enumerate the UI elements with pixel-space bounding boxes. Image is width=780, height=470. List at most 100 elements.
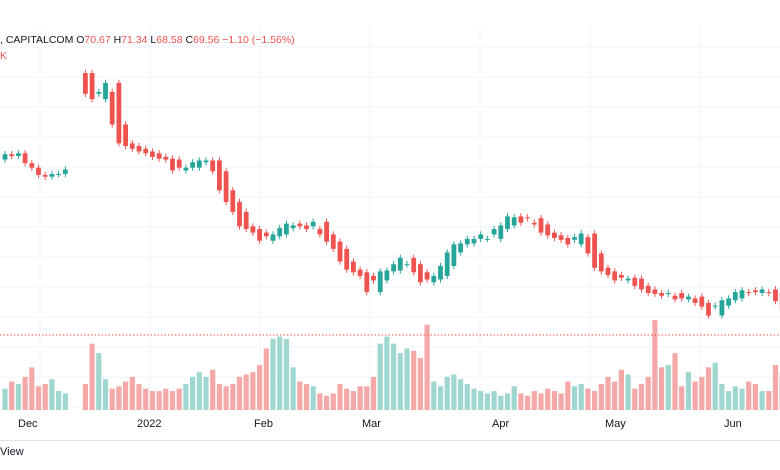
- candle-body: [116, 82, 122, 144]
- candle-body: [665, 293, 671, 295]
- candle-body: [759, 289, 765, 294]
- candle-body: [491, 229, 497, 235]
- x-axis-tick-label: Apr: [492, 418, 509, 430]
- volume-bar: [759, 391, 765, 410]
- candle-body: [719, 300, 725, 316]
- volume-bar: [216, 383, 222, 410]
- candle-body: [773, 289, 778, 302]
- candle-body: [471, 238, 477, 244]
- volume-bar: [752, 383, 758, 410]
- volume-bar: [163, 388, 169, 410]
- volume-bar: [618, 369, 624, 410]
- candle-body: [324, 221, 329, 242]
- volume-bar: [464, 383, 470, 410]
- candle-body: [485, 238, 490, 240]
- candle-body: [538, 218, 544, 233]
- candle-body: [36, 167, 41, 175]
- candle-body: [645, 285, 651, 294]
- candle-body: [123, 124, 128, 147]
- candle-body: [344, 248, 350, 270]
- candle-body: [42, 174, 48, 177]
- candle-body: [156, 153, 162, 159]
- candle-body: [49, 174, 55, 177]
- x-axis-tick-label: Mar: [362, 418, 381, 430]
- volume-bar: [263, 348, 269, 410]
- candle-body: [2, 154, 8, 160]
- candle-body: [732, 292, 738, 301]
- volume-bar: [672, 353, 678, 410]
- candle-body: [458, 243, 463, 253]
- volume-bar: [169, 391, 176, 410]
- candle-body: [176, 159, 182, 168]
- candle-body: [525, 217, 530, 219]
- volume-bar: [699, 376, 705, 410]
- candle-body: [170, 158, 175, 171]
- volume-bar: [424, 324, 430, 410]
- volume-bar: [9, 381, 15, 410]
- volume-bar: [726, 391, 732, 410]
- candle-body: [418, 264, 423, 283]
- volume-bar: [344, 388, 350, 410]
- candle-body: [558, 235, 564, 240]
- volume-bar: [511, 386, 517, 410]
- candle-body: [210, 160, 216, 172]
- volume-bar: [42, 383, 48, 410]
- volume-bar: [129, 376, 135, 410]
- candle-body: [16, 153, 21, 156]
- volume-bar: [310, 386, 316, 410]
- volume-bar: [196, 372, 202, 410]
- candle-body: [712, 305, 718, 307]
- candle-body: [143, 148, 149, 154]
- volume-bar: [176, 388, 182, 410]
- volume-bar: [337, 383, 343, 410]
- candle-body: [109, 91, 115, 125]
- volume-bar: [89, 343, 95, 410]
- candle-body: [337, 241, 343, 262]
- volume-bar: [558, 393, 564, 410]
- candle-body: [62, 169, 68, 175]
- volume-bar: [417, 357, 423, 410]
- candle-body: [196, 160, 202, 168]
- volume-bar: [458, 379, 464, 410]
- volume-bar: [330, 393, 336, 410]
- legend-high-value: 71.34: [121, 34, 148, 46]
- candle-body: [377, 271, 383, 293]
- legend-source: , CAPITALCOM: [0, 34, 74, 46]
- x-axis-tick-label: Feb: [254, 418, 273, 430]
- x-axis-tick-label: Dec: [18, 418, 38, 430]
- candle-body: [706, 302, 711, 316]
- volume-bar: [49, 379, 55, 410]
- volume-bar: [15, 383, 21, 410]
- candle-body: [217, 160, 222, 191]
- candle-body: [277, 228, 283, 237]
- volume-bar: [350, 391, 356, 410]
- candle-body: [598, 253, 604, 272]
- candle-body: [619, 275, 624, 278]
- candle-body: [263, 232, 269, 237]
- volume-bar: [625, 374, 631, 410]
- candle-body: [766, 292, 772, 294]
- candle-body: [518, 216, 524, 223]
- volume-bar: [551, 391, 557, 410]
- candle-body: [129, 143, 135, 149]
- volume-bar: [283, 338, 289, 410]
- candle-body: [505, 216, 510, 230]
- legend-close-value: 69.56: [193, 34, 220, 46]
- candle-body: [746, 292, 752, 294]
- candle-body: [625, 278, 631, 281]
- footer-view-link[interactable]: View: [0, 446, 24, 458]
- candle-body: [83, 73, 88, 94]
- candle-body: [330, 234, 336, 249]
- volume-bar: [290, 367, 296, 410]
- volume-bar: [377, 343, 383, 410]
- volume-bar: [82, 383, 88, 410]
- volume-bar: [652, 320, 658, 410]
- volume-bar: [257, 365, 263, 410]
- volume-bar: [149, 391, 155, 410]
- candle-body: [391, 264, 396, 272]
- candle-body: [578, 233, 584, 245]
- candle-body: [397, 257, 403, 271]
- volume-bar: [685, 372, 691, 410]
